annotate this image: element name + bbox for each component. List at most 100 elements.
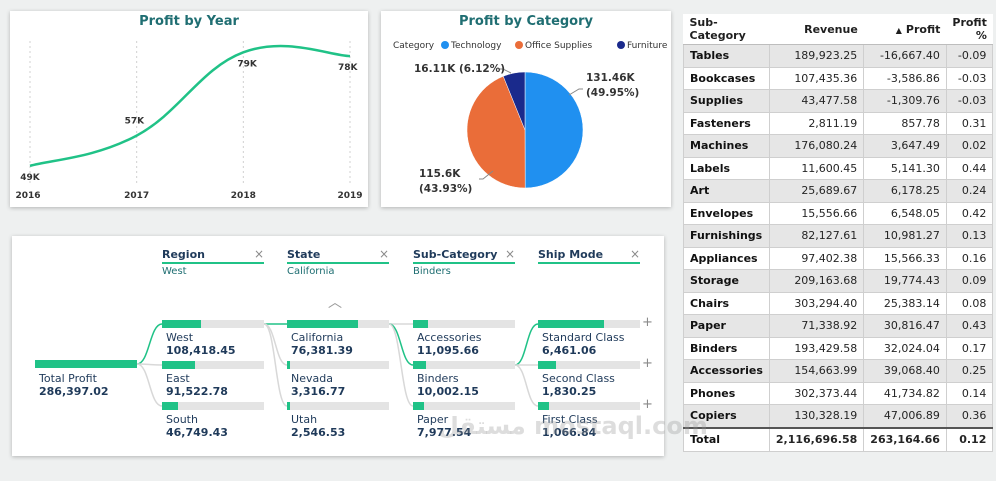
node-label: Second Class xyxy=(542,372,615,385)
legend-item-0[interactable]: Technology xyxy=(450,41,502,51)
cell-revenue: 71,338.92 xyxy=(768,314,865,338)
cell-profit-pct: 0.42 xyxy=(945,201,994,225)
connector xyxy=(514,364,539,407)
table-row[interactable]: Envelopes 15,556.66 6,548.05 0.42 xyxy=(683,201,994,225)
table-row[interactable]: Chairs 303,294.40 25,383.14 0.08 xyxy=(683,291,994,315)
expand-plus-icon[interactable]: + xyxy=(642,315,653,330)
node-bar[interactable] xyxy=(538,320,640,328)
table-row[interactable]: Tables 189,923.25 -16,667.40 -0.09 xyxy=(683,44,994,68)
subcategory-table: Sub-Category Revenue ▲ Profit Profit % Ta… xyxy=(683,14,994,452)
node-bar[interactable] xyxy=(538,402,640,410)
sort-ascending-icon[interactable]: ▲ xyxy=(895,25,902,35)
level-header-ship-mode[interactable]: Ship Mode xyxy=(538,248,604,261)
cell-subcategory: Tables xyxy=(683,44,770,68)
x-tick-2017: 2017 xyxy=(124,191,149,201)
cell-profit-pct: -0.09 xyxy=(945,44,994,68)
pie-slice-1[interactable] xyxy=(466,75,526,189)
table-row[interactable]: Copiers 130,328.19 47,006.89 0.36 xyxy=(683,404,994,428)
cell-profit: 5,141.30 xyxy=(863,156,947,180)
column-header-profit-pct[interactable]: Profit % xyxy=(946,14,993,45)
decomposition-connectors xyxy=(136,323,539,407)
node-bar[interactable] xyxy=(162,320,264,328)
total-profit: 263,164.66 xyxy=(863,426,947,452)
profit-by-category-card: Profit by Category Category Technology Off… xyxy=(381,11,671,207)
pie-slice-2[interactable] xyxy=(502,71,526,131)
cell-profit-pct: 0.13 xyxy=(945,224,994,248)
table-row[interactable]: Appliances 97,402.38 15,566.33 0.16 xyxy=(683,246,994,270)
leader-office-supplies xyxy=(479,170,494,180)
cell-profit: 857.78 xyxy=(863,111,947,135)
collapse-up-icon[interactable]: ︿ xyxy=(328,295,342,311)
remove-level-icon[interactable]: × xyxy=(505,247,516,261)
expand-plus-icon[interactable]: + xyxy=(642,397,653,412)
profit-by-category-chart: Category Technology Office Supplies Furnitu… xyxy=(393,41,668,195)
root-bar[interactable] xyxy=(35,360,137,368)
cell-subcategory: Art xyxy=(683,179,770,203)
table-row[interactable]: Fasteners 2,811.19 857.78 0.31 xyxy=(683,111,994,135)
remove-level-icon[interactable]: × xyxy=(379,247,390,261)
root-value: 286,397.02 xyxy=(39,385,109,398)
cell-revenue: 302,373.44 xyxy=(768,381,865,405)
node-bar[interactable] xyxy=(413,361,515,369)
decomposition-tree-card: ︿ Total Profit 286,397.02 Region × West West 1… xyxy=(12,236,664,456)
cell-profit: -3,586.86 xyxy=(863,66,947,90)
total-revenue: 2,116,696.58 xyxy=(768,426,865,452)
remove-level-icon[interactable]: × xyxy=(254,247,265,261)
column-header-revenue[interactable]: Revenue xyxy=(769,14,864,45)
level-header-region[interactable]: Region xyxy=(162,248,205,261)
legend-item-2[interactable]: Furniture xyxy=(627,41,668,51)
cell-subcategory: Bookcases xyxy=(683,66,770,90)
cell-profit-pct: 0.44 xyxy=(945,156,994,180)
node-bar[interactable] xyxy=(287,320,389,328)
table-row[interactable]: Phones 302,373.44 41,734.82 0.14 xyxy=(683,381,994,405)
total-label: Total xyxy=(683,426,770,452)
legend-item-1[interactable]: Office Supplies xyxy=(525,41,593,51)
root-label: Total Profit xyxy=(39,372,97,385)
table-row[interactable]: Art 25,689.67 6,178.25 0.24 xyxy=(683,179,994,203)
node-bar-fill xyxy=(413,320,428,328)
cell-revenue: 107,435.36 xyxy=(768,66,865,90)
cell-revenue: 82,127.61 xyxy=(768,224,865,248)
node-bar[interactable] xyxy=(413,402,515,410)
node-label: East xyxy=(166,372,190,385)
cell-revenue: 193,429.58 xyxy=(768,336,865,360)
cell-profit-pct: 0.14 xyxy=(945,381,994,405)
table-row[interactable]: Supplies 43,477.58 -1,309.76 -0.03 xyxy=(683,89,994,113)
table-row[interactable]: Labels 11,600.45 5,141.30 0.44 xyxy=(683,156,994,180)
cell-profit: 41,734.82 xyxy=(863,381,947,405)
slice-label-technology-pct: (49.95%) xyxy=(586,87,639,99)
node-bar[interactable] xyxy=(162,402,264,410)
cell-subcategory: Furnishings xyxy=(683,224,770,248)
pie-slice-0[interactable] xyxy=(524,71,584,189)
table-row[interactable]: Accessories 154,663.99 39,068.40 0.25 xyxy=(683,359,994,383)
level-header-state[interactable]: State xyxy=(287,248,321,261)
node-bar[interactable] xyxy=(162,361,264,369)
column-header-profit[interactable]: ▲ Profit xyxy=(863,14,947,45)
cell-revenue: 303,294.40 xyxy=(768,291,865,315)
node-bar[interactable] xyxy=(287,402,389,410)
watermark-logo: مستقل mostaql.com xyxy=(438,412,708,440)
remove-level-icon[interactable]: × xyxy=(630,247,641,261)
table-row[interactable]: Furnishings 82,127.61 10,981.27 0.13 xyxy=(683,224,994,248)
node-value: 10,002.15 xyxy=(417,385,479,398)
node-label: Standard Class xyxy=(542,331,625,344)
cell-profit: 3,647.49 xyxy=(863,134,947,158)
column-header-subcategory[interactable]: Sub-Category xyxy=(683,14,770,45)
table-row[interactable]: Paper 71,338.92 30,816.47 0.43 xyxy=(683,314,994,338)
expand-plus-icon[interactable]: + xyxy=(642,356,653,371)
slice-label-office-supplies-value: 115.6K xyxy=(419,168,461,180)
node-bar[interactable] xyxy=(538,361,640,369)
legend-marker-0 xyxy=(441,41,449,49)
table-row[interactable]: Storage 209,163.68 19,774.43 0.09 xyxy=(683,269,994,293)
table-row[interactable]: Machines 176,080.24 3,647.49 0.02 xyxy=(683,134,994,158)
node-bar-fill xyxy=(538,320,605,328)
legend-marker-2 xyxy=(617,41,625,49)
table-row[interactable]: Binders 193,429.58 32,024.04 0.17 xyxy=(683,336,994,360)
level-header-sub-category[interactable]: Sub-Category xyxy=(413,248,498,261)
connector xyxy=(263,323,288,407)
node-value: 6,461.06 xyxy=(542,344,597,357)
node-bar[interactable] xyxy=(413,320,515,328)
cell-revenue: 154,663.99 xyxy=(768,359,865,383)
node-bar[interactable] xyxy=(287,361,389,369)
table-row[interactable]: Bookcases 107,435.36 -3,586.86 -0.03 xyxy=(683,66,994,90)
